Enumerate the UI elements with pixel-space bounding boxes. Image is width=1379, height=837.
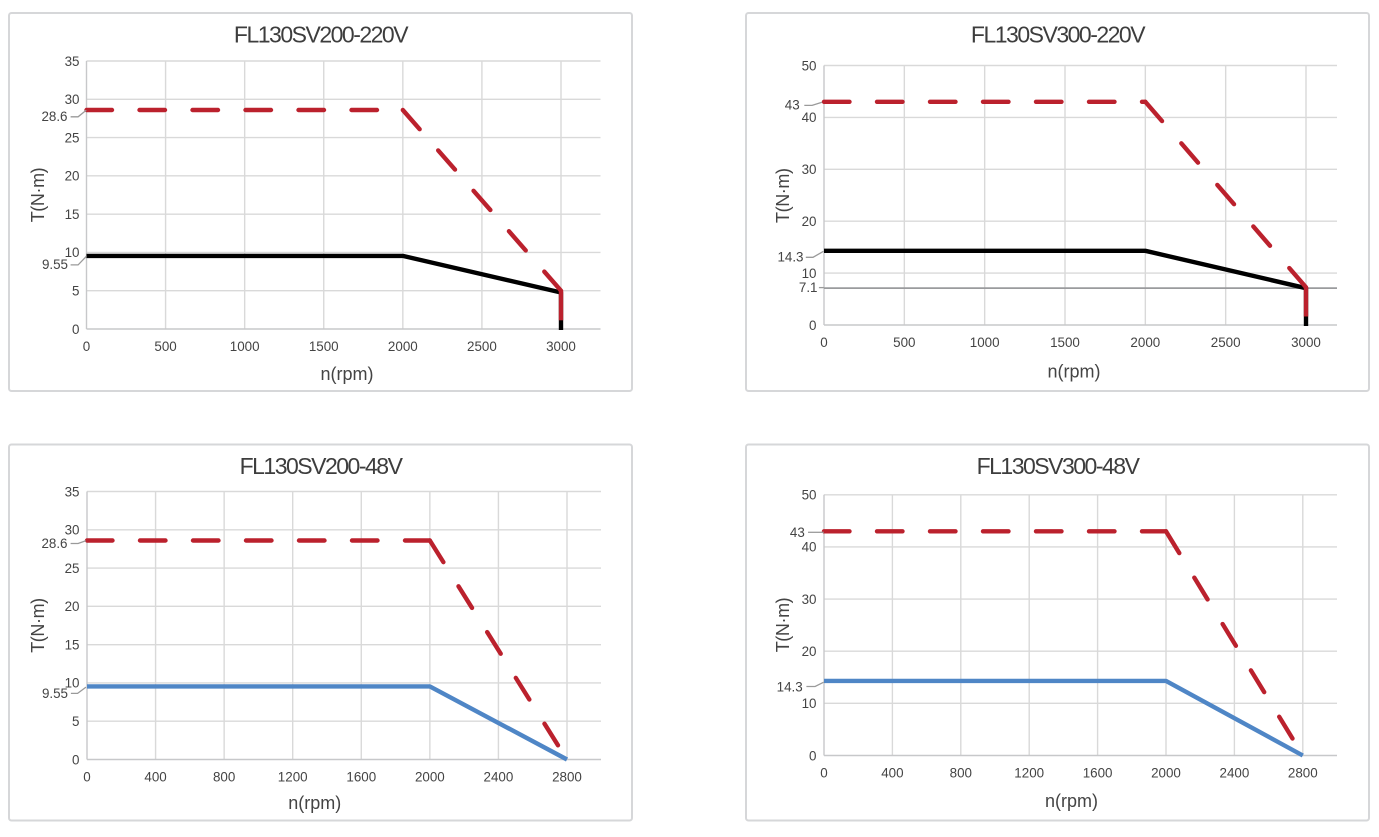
svg-text:28.6: 28.6: [41, 109, 67, 124]
svg-text:40: 40: [802, 540, 817, 555]
svg-text:2000: 2000: [388, 339, 418, 354]
svg-text:9.55: 9.55: [42, 686, 68, 701]
svg-text:50: 50: [802, 488, 817, 503]
svg-text:0: 0: [820, 335, 827, 350]
svg-text:500: 500: [154, 339, 176, 354]
svg-text:0: 0: [72, 322, 79, 337]
svg-text:0: 0: [83, 770, 90, 785]
svg-text:2000: 2000: [415, 770, 445, 785]
svg-text:20: 20: [65, 599, 80, 614]
svg-text:40: 40: [802, 110, 817, 125]
svg-text:FL130SV300-220V: FL130SV300-220V: [971, 22, 1146, 48]
svg-text:30: 30: [65, 523, 80, 538]
svg-text:5: 5: [72, 714, 79, 729]
svg-text:FL130SV200-48V: FL130SV200-48V: [240, 453, 404, 479]
svg-text:T(N·m): T(N·m): [28, 598, 48, 653]
svg-text:35: 35: [65, 54, 80, 69]
svg-text:T(N·m): T(N·m): [773, 168, 793, 223]
svg-text:15: 15: [65, 207, 80, 222]
svg-text:0: 0: [809, 748, 816, 763]
svg-text:20: 20: [802, 644, 817, 659]
svg-text:FL130SV200-220V: FL130SV200-220V: [234, 22, 409, 48]
svg-text:10: 10: [802, 266, 817, 281]
svg-text:10: 10: [65, 245, 80, 260]
svg-text:1600: 1600: [346, 770, 376, 785]
svg-text:500: 500: [893, 335, 915, 350]
svg-text:25: 25: [65, 561, 80, 576]
svg-text:5: 5: [72, 284, 79, 299]
svg-text:43: 43: [790, 525, 805, 540]
svg-text:1200: 1200: [278, 770, 308, 785]
svg-text:14.3: 14.3: [777, 679, 803, 694]
svg-text:2400: 2400: [1220, 765, 1250, 780]
svg-text:n(rpm): n(rpm): [1045, 791, 1098, 811]
svg-text:1000: 1000: [970, 335, 1000, 350]
svg-text:1500: 1500: [1050, 335, 1080, 350]
svg-text:400: 400: [144, 770, 166, 785]
svg-text:3000: 3000: [1291, 335, 1321, 350]
svg-text:1000: 1000: [230, 339, 260, 354]
svg-text:1500: 1500: [309, 339, 339, 354]
svg-text:30: 30: [65, 92, 80, 107]
svg-text:25: 25: [65, 130, 80, 145]
svg-text:FL130SV300-48V: FL130SV300-48V: [977, 453, 1141, 479]
svg-text:800: 800: [950, 765, 972, 780]
svg-text:3000: 3000: [546, 339, 576, 354]
svg-text:T(N·m): T(N·m): [773, 598, 793, 653]
svg-text:0: 0: [809, 318, 816, 333]
svg-text:0: 0: [83, 339, 90, 354]
svg-text:n(rpm): n(rpm): [1048, 362, 1101, 382]
svg-text:20: 20: [65, 169, 80, 184]
svg-text:43: 43: [785, 98, 800, 113]
svg-text:15: 15: [65, 637, 80, 652]
svg-text:2800: 2800: [552, 770, 582, 785]
svg-text:2000: 2000: [1151, 765, 1181, 780]
svg-text:T(N·m): T(N·m): [28, 168, 48, 223]
svg-text:28.6: 28.6: [41, 536, 67, 551]
svg-text:2400: 2400: [484, 770, 514, 785]
svg-text:35: 35: [65, 484, 80, 499]
svg-text:10: 10: [65, 676, 80, 691]
svg-text:14.3: 14.3: [777, 250, 803, 265]
svg-text:2800: 2800: [1288, 765, 1318, 780]
svg-text:n(rpm): n(rpm): [288, 793, 341, 813]
svg-text:50: 50: [802, 58, 817, 73]
svg-text:2000: 2000: [1130, 335, 1160, 350]
svg-text:2500: 2500: [1211, 335, 1241, 350]
svg-text:2500: 2500: [467, 339, 497, 354]
svg-text:30: 30: [802, 592, 817, 607]
svg-text:0: 0: [820, 765, 827, 780]
svg-text:1200: 1200: [1014, 765, 1044, 780]
svg-text:20: 20: [802, 214, 817, 229]
svg-text:0: 0: [72, 752, 79, 767]
svg-text:n(rpm): n(rpm): [321, 364, 374, 384]
svg-text:30: 30: [802, 162, 817, 177]
svg-text:10: 10: [802, 696, 817, 711]
svg-text:1600: 1600: [1083, 765, 1113, 780]
svg-text:800: 800: [213, 770, 235, 785]
svg-text:9.55: 9.55: [42, 257, 68, 272]
svg-text:400: 400: [881, 765, 903, 780]
svg-text:7.1: 7.1: [799, 280, 818, 295]
